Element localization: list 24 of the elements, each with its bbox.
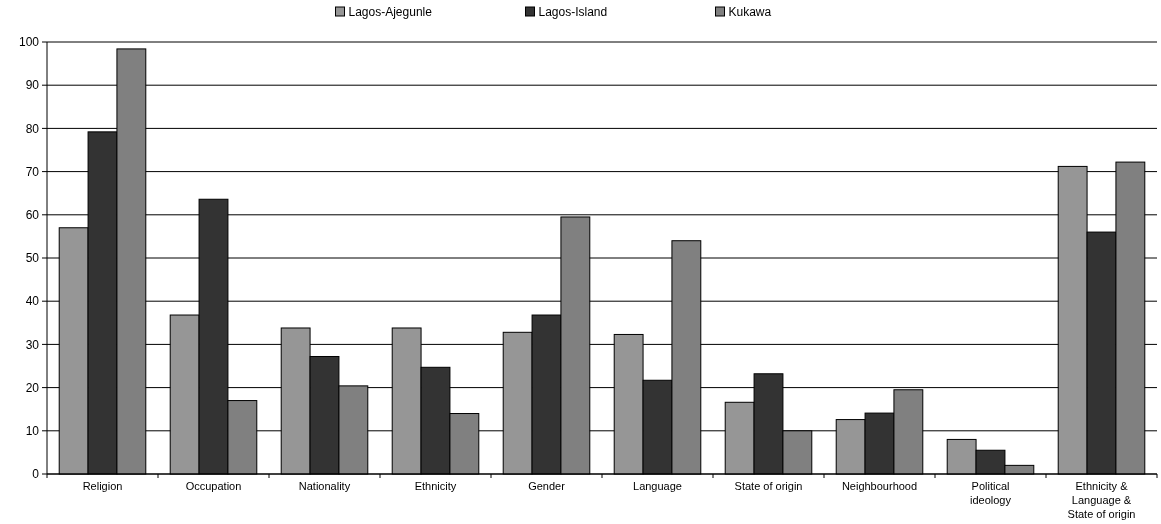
y-tick-label: 0 xyxy=(32,467,40,482)
x-tick-label: Neighbourhood xyxy=(841,480,918,492)
x-tick-label: Occupation xyxy=(185,480,242,492)
x-tick-label: Ethnicity xyxy=(414,480,457,492)
y-tick-label: 40 xyxy=(25,294,40,309)
x-tick-label: State of origin xyxy=(734,480,803,492)
y-tick-label: 60 xyxy=(25,208,40,222)
y-tick-label: 70 xyxy=(25,164,40,179)
x-tick-label: Religion xyxy=(82,480,123,492)
legend-label: Lagos-Island xyxy=(538,5,608,19)
legend-label: Kukawa xyxy=(728,5,772,19)
x-tick-label: Nationality xyxy=(298,480,351,492)
y-tick-label: 80 xyxy=(25,121,40,136)
y-tick-label: 90 xyxy=(25,78,40,93)
x-tick-label: Ethnicity & Language & State of origin xyxy=(1067,480,1136,520)
y-tick-label: 20 xyxy=(25,380,40,395)
x-tick-label: Gender xyxy=(528,480,566,492)
y-tick-label: 30 xyxy=(25,337,40,352)
x-tick-label: Language xyxy=(633,480,682,492)
x-tick-label: Political ideology xyxy=(970,480,1012,506)
legend-label: Lagos-Ajegunle xyxy=(348,5,433,19)
y-tick-label: 100 xyxy=(18,35,40,50)
y-tick-label: 10 xyxy=(25,424,40,438)
y-tick-label: 50 xyxy=(25,251,40,266)
